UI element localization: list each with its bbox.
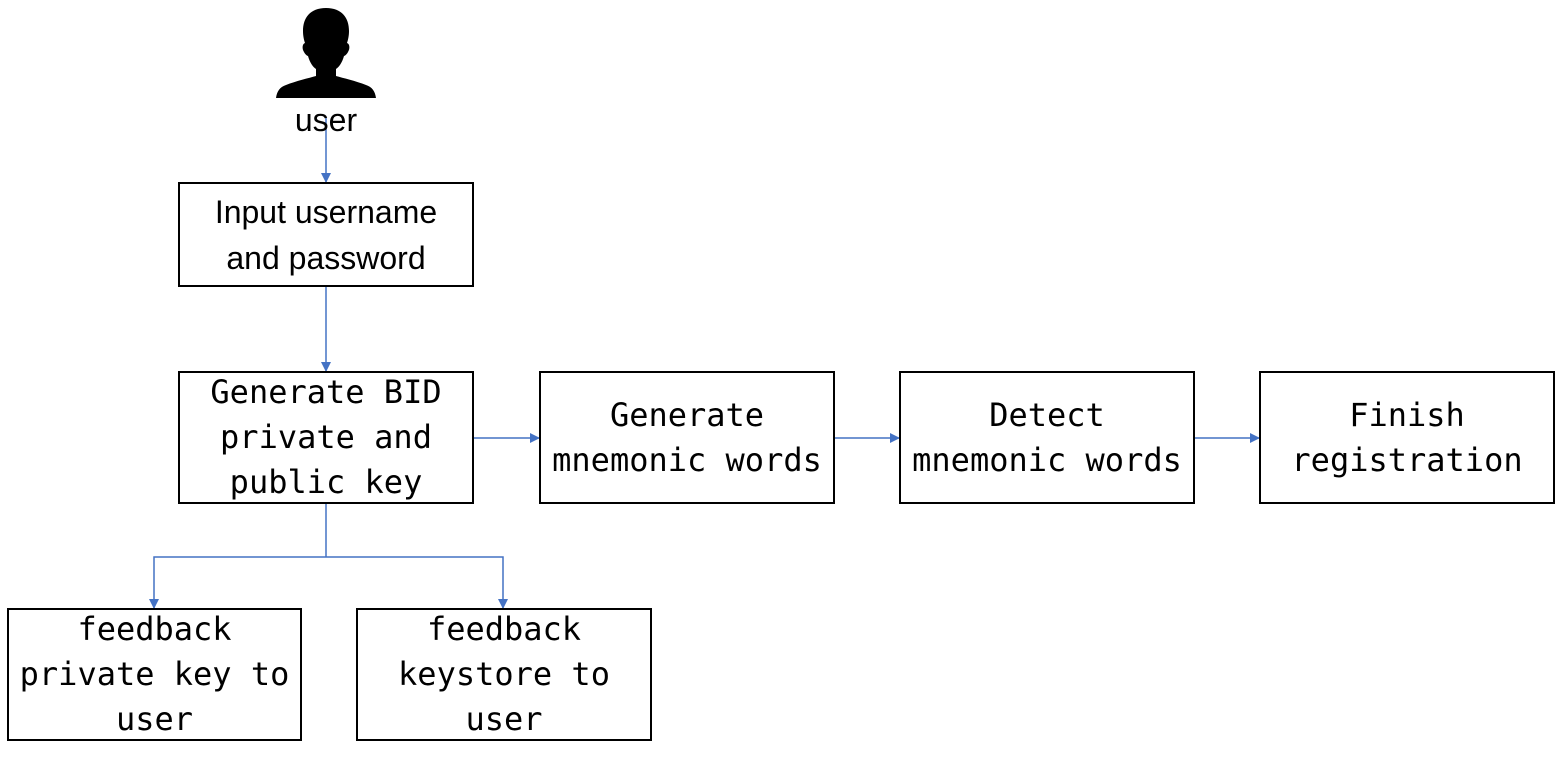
feedback-private-key-line-3: user xyxy=(115,700,194,738)
feedback-keystore-box: feedback keystore to user xyxy=(356,608,652,741)
feedback-private-key-line-1: feedback xyxy=(77,610,232,648)
finish-registration-line-1: Finish xyxy=(1349,395,1465,434)
arrow-bid-to-feedback-keystore xyxy=(326,556,508,609)
feedback-private-key-line-2: private key to xyxy=(19,655,290,693)
user-silhouette-icon xyxy=(276,8,376,98)
feedback-keystore-line-2: keystore to xyxy=(398,655,610,693)
generate-bid-keys-box: Generate BID private and public key xyxy=(178,371,474,504)
input-credentials-line-1: Input username xyxy=(214,193,438,230)
finish-registration-line-2: registration xyxy=(1291,440,1523,479)
generate-bid-line-1: Generate BID xyxy=(210,373,442,411)
generate-bid-line-2: private and xyxy=(220,418,432,456)
detect-mnemonic-box: Detect mnemonic words xyxy=(899,371,1195,504)
arrow-bid-to-feedback-private-key xyxy=(149,556,326,609)
detect-mnemonic-line-2: mnemonic words xyxy=(912,440,1182,479)
feedback-keystore-line-3: user xyxy=(465,700,543,738)
generate-bid-line-3: public key xyxy=(229,463,423,501)
feedback-keystore-line-1: feedback xyxy=(426,610,582,648)
finish-registration-box: Finish registration xyxy=(1259,371,1555,504)
input-credentials-line-2: and password xyxy=(226,239,426,276)
feedback-private-key-box: feedback private key to user xyxy=(7,608,302,741)
user-label: user xyxy=(294,102,358,138)
input-credentials-box: Input username and password xyxy=(178,182,474,287)
generate-mnemonic-line-2: mnemonic words xyxy=(552,440,822,479)
generate-mnemonic-line-1: Generate xyxy=(609,395,765,434)
detect-mnemonic-line-1: Detect xyxy=(989,395,1105,434)
generate-mnemonic-box: Generate mnemonic words xyxy=(539,371,835,504)
